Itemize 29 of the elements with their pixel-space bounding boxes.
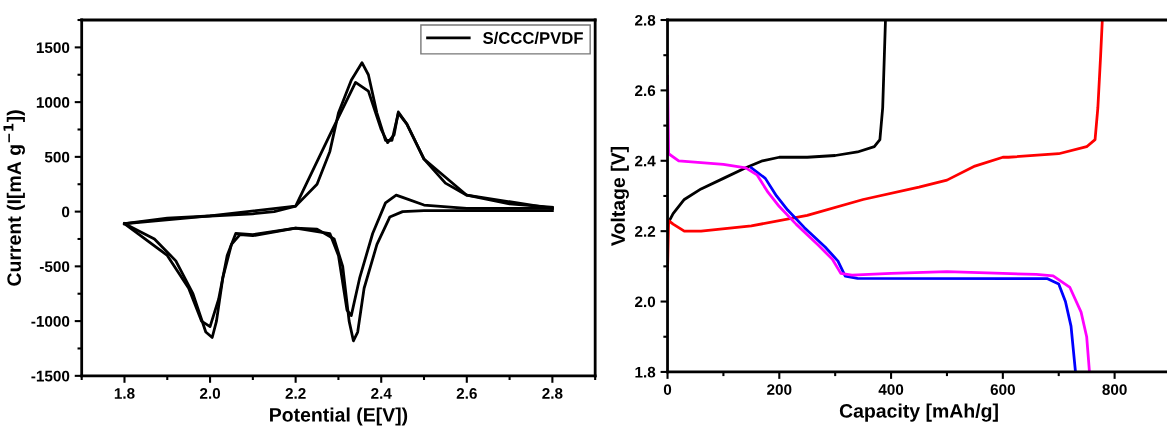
- x-tick-label: 2.6: [456, 388, 477, 399]
- y-tick-label: 2.2: [635, 226, 656, 237]
- y-tick-label: 0: [61, 206, 70, 218]
- y-tick-label: 2.4: [635, 155, 656, 167]
- y-tick-label: -1500: [31, 370, 70, 382]
- y-tick-label: 500: [44, 151, 70, 163]
- y-tick-label: 1000: [36, 96, 70, 108]
- y-axis-title: Current (I[mA g$^{−1}$]): [3, 110, 25, 286]
- x-tick-label: 0: [663, 384, 672, 395]
- y-tick-label: -500: [39, 261, 70, 273]
- y-axis-title: Voltage [V]: [610, 147, 629, 246]
- legend-label: S/CCC/PVDF: [483, 31, 583, 45]
- y-tick-label: 1500: [36, 42, 70, 54]
- x-tick-label: 400: [878, 384, 904, 395]
- y-tick-label: 2.8: [635, 14, 656, 26]
- x-tick-label: 600: [990, 384, 1015, 395]
- x-tick-label: 2.2: [285, 388, 306, 399]
- y-tick-label: 1.8: [635, 366, 656, 378]
- x-tick-label: 200: [767, 384, 792, 395]
- x-tick-label: 1.8: [114, 388, 135, 399]
- x-tick-label: 2.4: [371, 388, 392, 399]
- x-tick-label: 800: [1102, 384, 1127, 395]
- x-axis-title: Capacity [mAh/g]: [839, 403, 998, 422]
- x-tick-label: 2.8: [542, 388, 563, 399]
- y-tick-label: 2.6: [635, 85, 656, 97]
- y-tick-label: -1000: [31, 315, 70, 327]
- x-tick-label: 2.0: [199, 388, 221, 399]
- y-tick-label: 2.0: [635, 296, 656, 308]
- x-axis-title: Potential (E[V]): [270, 407, 408, 426]
